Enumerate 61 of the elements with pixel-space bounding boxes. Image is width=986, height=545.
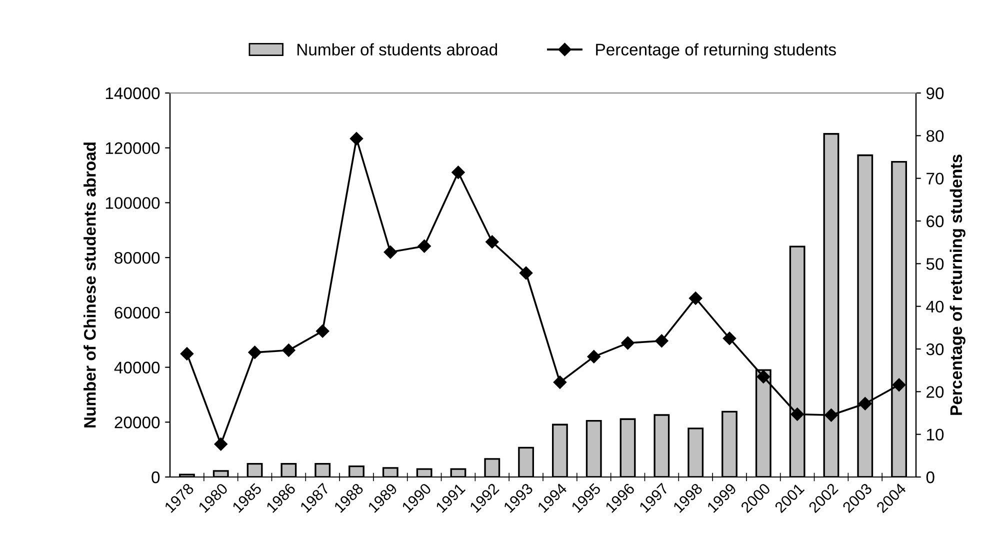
y2-tick-label: 20 — [926, 386, 944, 398]
y-tick-label: 100000 — [106, 197, 160, 209]
bar — [246, 463, 263, 477]
point — [824, 408, 838, 422]
bar — [688, 428, 704, 477]
y-tick-label: 120000 — [106, 142, 160, 154]
point — [892, 378, 906, 392]
point — [587, 350, 600, 364]
point — [858, 397, 872, 410]
point — [553, 376, 567, 389]
bar — [280, 463, 297, 477]
point — [486, 235, 499, 248]
y-tick-label: 20000 — [114, 416, 160, 428]
bar — [586, 420, 602, 477]
point — [722, 332, 736, 345]
point — [790, 408, 804, 421]
bar — [620, 418, 636, 477]
y2-tick-label: 70 — [926, 172, 944, 185]
point — [214, 438, 228, 451]
point — [756, 370, 770, 384]
y2-axis-title: Percentage of returning students — [950, 154, 966, 415]
y-tick-label: 0 — [152, 471, 160, 484]
y-tick-label: 140000 — [106, 87, 160, 100]
legend-label: Percentage of returning students — [596, 43, 836, 59]
bar — [484, 458, 500, 477]
y2-tick-label: 30 — [926, 343, 944, 356]
y2-tick-label: 80 — [926, 130, 944, 142]
point — [316, 324, 330, 338]
bar — [348, 465, 364, 477]
point — [655, 334, 668, 348]
point — [689, 292, 702, 305]
bar — [212, 470, 229, 477]
bar — [518, 446, 534, 477]
y2-tick-label: 0 — [926, 471, 934, 484]
point — [418, 240, 431, 253]
point — [350, 132, 364, 146]
bar — [416, 468, 432, 477]
point — [180, 347, 194, 360]
y2-tick-label: 90 — [926, 87, 944, 100]
point — [384, 246, 397, 259]
point — [282, 344, 296, 357]
point — [621, 336, 634, 350]
point — [248, 346, 262, 359]
legend-label: Number of students abroad — [297, 43, 498, 56]
y-tick-label: 40000 — [114, 362, 160, 374]
bar — [552, 424, 568, 477]
y2-tick-label: 40 — [926, 300, 944, 313]
y2-tick-label: 50 — [926, 258, 944, 270]
y-axis-title: Number of Chinese students abroad — [84, 142, 96, 428]
y-tick-label: 80000 — [114, 252, 160, 264]
y2-tick-label: 10 — [926, 428, 944, 441]
bar — [722, 410, 738, 477]
y2-tick-label: 60 — [926, 215, 944, 228]
bar — [314, 463, 331, 477]
bar — [179, 474, 195, 477]
point — [452, 166, 465, 179]
bar — [450, 468, 466, 477]
point — [519, 266, 533, 280]
bar — [654, 414, 670, 477]
bar — [382, 467, 398, 477]
y-tick-label: 60000 — [114, 306, 160, 319]
